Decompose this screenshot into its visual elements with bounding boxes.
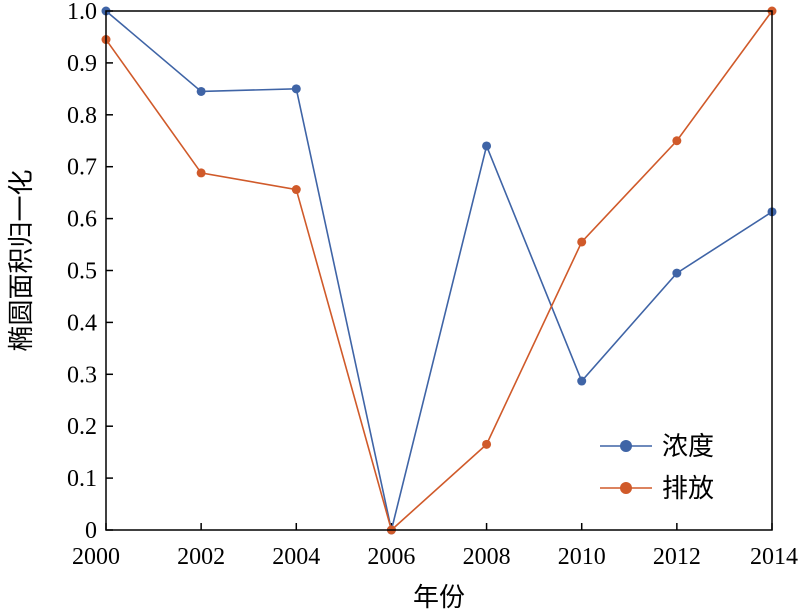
x-tick-label-5: 2010 <box>558 544 606 570</box>
data-point-0-1 <box>196 86 206 96</box>
data-point-0-2 <box>291 84 301 94</box>
legend-item-concentration: 浓度 <box>600 432 714 461</box>
y-tick-label-9: 0.9 <box>67 51 97 77</box>
x-axis-title: 年份 <box>413 583 465 612</box>
legend-item-emission: 排放 <box>600 474 714 503</box>
series-line-1 <box>105 10 773 532</box>
x-tick-label-2: 2004 <box>272 544 320 570</box>
y-axis-title: 椭圆面积归一化 <box>7 169 36 351</box>
plot-frame <box>105 10 773 531</box>
y-tick-label-3: 0.3 <box>67 362 97 388</box>
y-tick-label-2: 0.2 <box>67 414 97 440</box>
legend-label-concentration: 浓度 <box>662 432 714 461</box>
data-point-0-4 <box>482 141 492 151</box>
data-point-0-6 <box>672 268 682 278</box>
y-tick-label-4: 0.4 <box>67 310 97 336</box>
series-1 <box>101 6 777 535</box>
data-point-0-5 <box>577 376 587 386</box>
legend-label-emission: 排放 <box>662 474 714 503</box>
x-tick-label-1: 2002 <box>177 544 225 570</box>
data-point-1-2 <box>291 185 301 195</box>
y-tick-label-10: 1.0 <box>67 0 97 25</box>
y-tick-label-8: 0.8 <box>67 103 97 129</box>
data-point-1-5 <box>577 237 587 247</box>
x-tick-label-3: 2006 <box>367 544 415 570</box>
y-tick-label-7: 0.7 <box>67 155 97 181</box>
x-tick-label-4: 2008 <box>463 544 511 570</box>
y-tick-label-5: 0.5 <box>67 259 97 285</box>
y-tick-label-0: 0 <box>85 518 97 544</box>
x-tick-label-0: 2000 <box>72 544 120 570</box>
x-tick-label-7: 2014 <box>750 544 798 570</box>
series-line-0 <box>105 10 773 531</box>
legend: 浓度 排放 <box>600 432 714 503</box>
data-point-1-6 <box>672 136 682 146</box>
tick-layer: 0 0.1 0.2 0.3 0.4 0.5 0.6 0.7 0.8 0.9 1.0 2000 2002 2… <box>67 0 798 570</box>
data-point-1-1 <box>196 168 206 178</box>
legend-marker-concentration <box>620 440 632 452</box>
legend-marker-emission <box>620 482 632 494</box>
series-layer <box>101 6 777 535</box>
y-tick-label-1: 0.1 <box>67 466 97 492</box>
x-tick-label-6: 2012 <box>653 544 701 570</box>
data-point-1-4 <box>482 439 492 449</box>
y-tick-label-6: 0.6 <box>67 207 97 233</box>
